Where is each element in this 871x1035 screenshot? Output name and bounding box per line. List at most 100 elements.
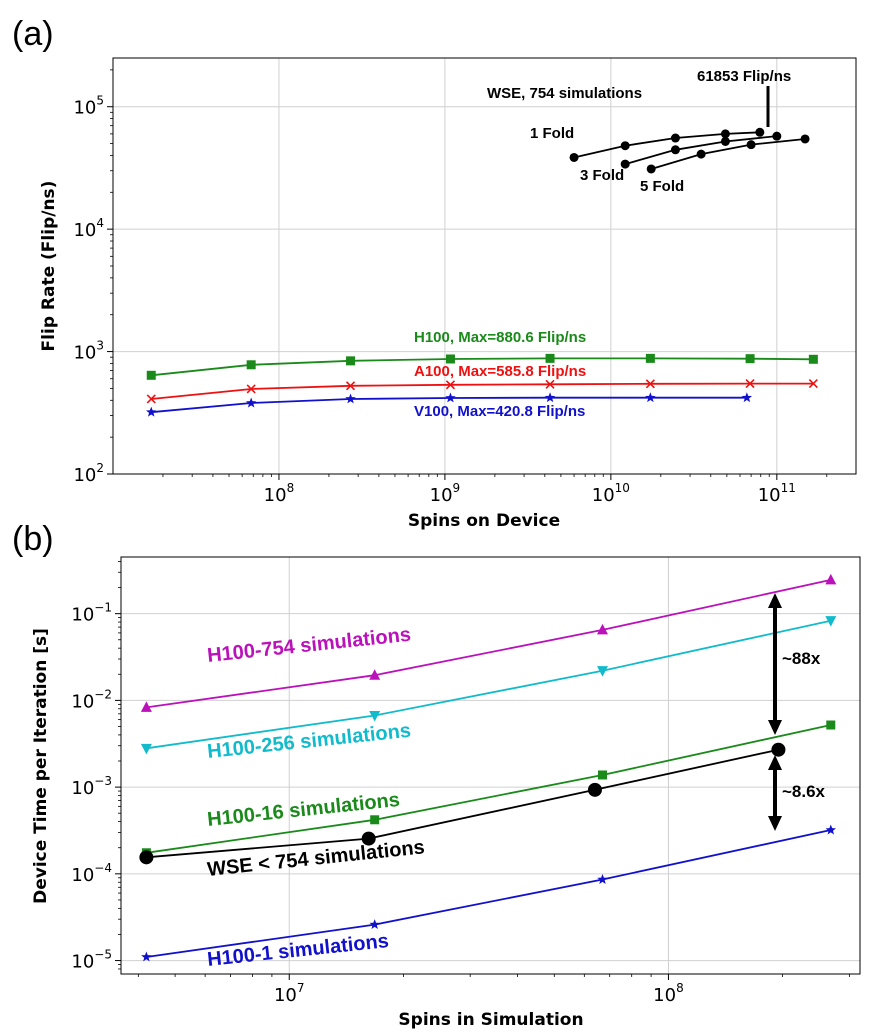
series-wse-line (146, 748, 779, 859)
series-v100-point (645, 392, 656, 403)
series-h100-1 (141, 824, 837, 962)
series-h100-1-point (825, 824, 837, 835)
series-a100-point (146, 394, 156, 404)
fold-5-label: 5 Fold (640, 178, 684, 195)
speedup-high-label: ~88x (782, 649, 821, 668)
v100-label-a: V100, Max=420.8 Flip/ns (414, 403, 585, 420)
series-wse-1-fold-point (620, 141, 630, 151)
series-a100-point (445, 380, 456, 390)
series-h100-16-point (826, 720, 836, 730)
series-h100-256-point (369, 710, 381, 722)
series-h100-point (808, 354, 818, 364)
wse-title-annotation: WSE, 754 simulations (487, 85, 642, 102)
series-h100 (146, 353, 818, 380)
panel-a-ticks: 108 109 1010 1011 102 103 104 105 (73, 69, 828, 506)
series-v100-point (445, 392, 456, 403)
panel-b-ytick-label: 10−3 (71, 774, 112, 799)
series-h100-754-point (825, 573, 837, 585)
series-a100-point (345, 381, 356, 391)
series-h100-754 (140, 573, 837, 712)
series-wse-5-fold-line (650, 138, 806, 170)
series-a100-point (808, 378, 818, 389)
panel-b-ytick-label: 10−4 (71, 861, 112, 886)
panel-b-xtick-label: 107 (274, 981, 305, 1006)
series-wse-3-fold-line (624, 135, 777, 165)
series-h100-point (745, 354, 755, 364)
panel-a-ytick-label: 105 (73, 94, 104, 119)
series-h100-16-point (370, 815, 380, 825)
wse-peak-annotation: 61853 Flip/ns (697, 68, 791, 85)
panel-b-grid (121, 557, 860, 974)
series-wse-5-fold-point (646, 164, 656, 174)
series-wse-point (361, 831, 376, 846)
series-v100-point (741, 392, 753, 403)
series-wse-3-fold-point (620, 159, 630, 169)
series-h100-point (445, 354, 455, 364)
series-h100-point (645, 353, 655, 363)
series-wse-5-fold-point (800, 134, 810, 144)
panel-a-ytick-label: 104 (73, 216, 104, 241)
panel-a-ylabel: Flip Rate (Flip/ns) (39, 181, 59, 352)
speedup-low-label: ~8.6x (782, 782, 826, 801)
panel-b-ytick-label: 10−5 (71, 948, 112, 973)
series-wse-3-fold-point (670, 145, 680, 155)
series-h100-754-point (596, 623, 608, 635)
series-wse-5-fold (646, 134, 810, 174)
panel-b-series (139, 573, 837, 962)
panel-b-ytick-label: 10−2 (71, 687, 112, 712)
series-wse-5-fold-point (746, 140, 756, 150)
panel-b-label: (b) (12, 520, 54, 558)
panel-a-ytick-label: 102 (73, 461, 104, 486)
series-h100-point (346, 356, 356, 366)
series-wse-1-fold (569, 127, 765, 162)
series-h100-point (146, 370, 156, 380)
series-wse-1-fold-point (755, 127, 765, 137)
h100-label-a: H100, Max=880.6 Flip/ns (414, 329, 586, 346)
series-h100-point (545, 353, 555, 363)
series-wse (139, 742, 786, 865)
panel-a-xtick-label: 1010 (592, 481, 630, 506)
panel-a-label: (a) (12, 15, 54, 53)
series-h100-256-point (825, 616, 837, 627)
series-wse-3-fold-point (720, 136, 730, 146)
fold-1-label: 1 Fold (530, 125, 574, 142)
panel-b-ytick-label: 10−1 (71, 601, 112, 626)
series-a100-point (645, 379, 655, 389)
series-wse-1-fold-point (569, 152, 579, 162)
series-wse-5-fold-point (696, 149, 706, 159)
series-h100-754-point (140, 701, 152, 712)
series-h100-line (151, 357, 814, 377)
series-a100-line (151, 382, 814, 400)
series-a100-point (246, 384, 256, 394)
panel-a-xtick-label: 109 (430, 481, 461, 506)
series-h100-16-point (597, 770, 607, 780)
series-v100-point (544, 392, 556, 403)
series-wse-1-fold-point (720, 129, 730, 139)
series-wse-1-fold-point (670, 133, 680, 143)
series-wse-3-fold (620, 131, 782, 169)
series-wse-3-fold-point (772, 131, 782, 141)
series-h100-1-point (369, 919, 380, 930)
series-v100-point (345, 393, 356, 404)
series-h100-754-line (146, 579, 831, 709)
panel-a-xtick-label: 1011 (758, 481, 796, 506)
series-wse-1-fold-line (573, 131, 760, 159)
speedup-arrow-low (768, 755, 782, 831)
series-h100-256-point (140, 743, 152, 755)
panel-a-ytick-label: 103 (73, 339, 104, 364)
series-h100-256-point (596, 666, 608, 677)
series-h100-16-line (146, 724, 831, 854)
panel-a-series (146, 127, 818, 417)
panel-a-xlabel: Spins on Device (408, 511, 560, 531)
series-wse-point (771, 742, 786, 757)
series-wse-point (587, 782, 602, 797)
speedup-arrow-high (768, 593, 782, 735)
panel-b-frame (120, 556, 861, 975)
panel-b-ylabel: Device Time per Iteration [s] (31, 628, 51, 904)
series-h100-754-point (369, 669, 381, 680)
series-wse-point (139, 850, 154, 865)
series-v100-point (146, 406, 157, 417)
h100-754-label: H100-754 simulations (206, 624, 412, 667)
panel-b-ticks: 107 108 10−5 10−4 10−3 10−2 10−1 (71, 561, 850, 1006)
